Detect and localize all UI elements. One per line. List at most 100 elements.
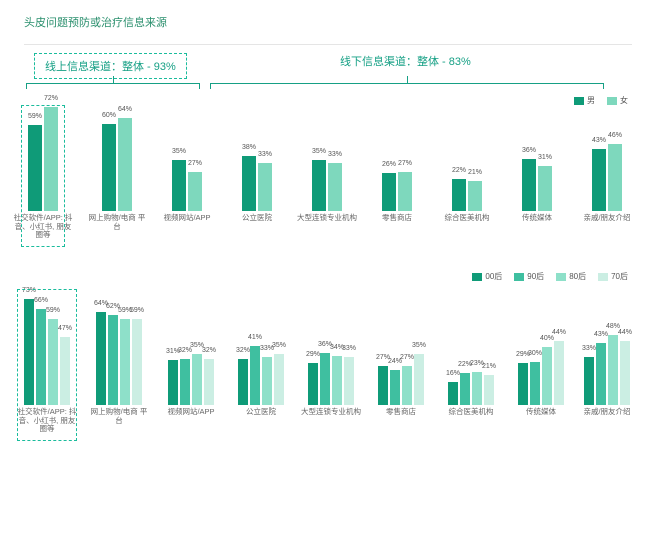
bar: 27% — [402, 366, 412, 405]
bar-group: 16%22%23%21%综合医美机构 — [448, 372, 494, 405]
legend-label: 90后 — [527, 271, 544, 282]
category-label: 网上购物/电商 平台 — [87, 214, 147, 231]
bar: 35% — [274, 354, 284, 405]
bar: 41% — [250, 346, 260, 405]
bar-value-label: 30% — [528, 350, 542, 357]
online-section-label: 线上信息渠道：整体 - 93% — [34, 53, 187, 79]
bar-value-label: 60% — [102, 112, 116, 119]
bar: 31% — [168, 360, 178, 405]
bar: 62% — [108, 315, 118, 405]
bar: 23% — [472, 372, 482, 405]
bar: 35% — [172, 160, 186, 211]
bar-value-label: 35% — [272, 342, 286, 349]
legend-label: 00后 — [485, 271, 502, 282]
highlight-box — [21, 105, 65, 247]
offline-bracket — [210, 83, 604, 93]
bar: 21% — [468, 181, 482, 211]
bar-value-label: 32% — [236, 347, 250, 354]
bar-group: 43%46%亲戚/朋友介绍 — [592, 144, 622, 211]
legend-item: 80后 — [556, 271, 586, 282]
bar: 59% — [120, 319, 130, 405]
bar-value-label: 38% — [242, 144, 256, 151]
generation-chart: 00后90后80后70后 73%66%59%47%社交软件/APP: 抖音、小红… — [24, 283, 632, 459]
bar-group: 38%33%公立医院 — [242, 156, 272, 211]
bar-group: 29%36%34%33%大型连锁专业机构 — [308, 353, 354, 405]
bar-group: 33%43%48%44%亲戚/朋友介绍 — [584, 335, 630, 405]
bar: 48% — [608, 335, 618, 405]
bar-value-label: 33% — [258, 151, 272, 158]
bar: 35% — [414, 354, 424, 405]
bar-value-label: 44% — [552, 329, 566, 336]
generation-plot: 73%66%59%47%社交软件/APP: 抖音、小红书, 朋友圈等64%62%… — [24, 283, 632, 423]
bar-group: 27%24%27%35%零售商店 — [378, 354, 424, 405]
legend-label: 80后 — [569, 271, 586, 282]
bar-value-label: 33% — [342, 345, 356, 352]
bar: 38% — [242, 156, 256, 211]
bar: 33% — [584, 357, 594, 405]
bar-value-label: 41% — [248, 334, 262, 341]
bar: 24% — [390, 370, 400, 405]
bar: 44% — [620, 341, 630, 405]
legend-label: 70后 — [611, 271, 628, 282]
bar-group: 29%30%40%44%传统媒体 — [518, 341, 564, 405]
bar-value-label: 33% — [582, 345, 596, 352]
bar: 64% — [118, 118, 132, 211]
bar-value-label: 27% — [400, 354, 414, 361]
bar: 21% — [484, 375, 494, 405]
bar-value-label: 27% — [188, 160, 202, 167]
category-label: 网上购物/电商 平台 — [89, 408, 149, 425]
bar-value-label: 44% — [618, 329, 632, 336]
bar-group: 22%21%综合医美机构 — [452, 179, 482, 211]
legend-swatch — [556, 273, 566, 281]
category-label: 公立医院 — [242, 214, 272, 223]
gender-plot: 59%72%社交软件/APP: 抖音、小红书, 朋友圈等60%64%网上购物/电… — [24, 99, 632, 229]
bar: 40% — [542, 347, 552, 405]
bar-value-label: 36% — [522, 147, 536, 154]
gender-chart: 男女 59%72%社交软件/APP: 抖音、小红书, 朋友圈等60%64%网上购… — [24, 99, 632, 265]
bar-value-label: 35% — [312, 148, 326, 155]
bar: 46% — [608, 144, 622, 211]
bar-value-label: 72% — [44, 95, 58, 102]
category-label: 综合医美机构 — [445, 214, 490, 223]
section-headers: 线上信息渠道：整体 - 93% 线下信息渠道：整体 - 83% — [0, 53, 650, 83]
bar: 33% — [328, 163, 342, 211]
bar: 59% — [132, 319, 142, 405]
bar-group: 36%31%传统媒体 — [522, 159, 552, 211]
category-label: 亲戚/朋友介绍 — [583, 214, 630, 223]
legend-item: 00后 — [472, 271, 502, 282]
bar: 36% — [522, 159, 536, 211]
bar-value-label: 27% — [398, 160, 412, 167]
bar-value-label: 22% — [452, 167, 466, 174]
chart-title: 头皮问题预防或治疗信息来源 — [0, 0, 650, 44]
bar-group: 32%41%33%35%公立医院 — [238, 346, 284, 405]
generation-legend: 00后 90后 80后 70后 — [472, 271, 628, 282]
bar-group: 64%62%59%59%网上购物/电商 平台 — [96, 312, 142, 405]
category-label: 大型连锁专业机构 — [301, 408, 361, 417]
bar-group: 31%32%35%32%视频网站/APP — [168, 354, 214, 405]
bar-group: 35%33%大型连锁专业机构 — [312, 160, 342, 211]
bar-value-label: 59% — [130, 307, 144, 314]
bar-value-label: 16% — [446, 370, 460, 377]
bar-value-label: 31% — [538, 154, 552, 161]
bar: 29% — [308, 363, 318, 405]
bar: 26% — [382, 173, 396, 211]
bar-value-label: 33% — [328, 151, 342, 158]
bar: 33% — [258, 163, 272, 211]
chart-area: 男女 59%72%社交软件/APP: 抖音、小红书, 朋友圈等60%64%网上购… — [0, 99, 650, 459]
bar: 27% — [398, 172, 412, 211]
bar: 33% — [262, 357, 272, 405]
bar: 35% — [312, 160, 326, 211]
category-label: 大型连锁专业机构 — [297, 214, 357, 223]
category-label: 综合医美机构 — [449, 408, 494, 417]
bar-value-label: 64% — [118, 106, 132, 113]
legend-item: 70后 — [598, 271, 628, 282]
bar: 16% — [448, 382, 458, 405]
bar: 43% — [592, 149, 606, 211]
legend-swatch — [472, 273, 482, 281]
bar: 44% — [554, 341, 564, 405]
bar-value-label: 26% — [382, 161, 396, 168]
bar: 22% — [460, 373, 470, 405]
category-label: 传统媒体 — [522, 214, 552, 223]
legend-swatch — [598, 273, 608, 281]
category-label: 传统媒体 — [526, 408, 556, 417]
